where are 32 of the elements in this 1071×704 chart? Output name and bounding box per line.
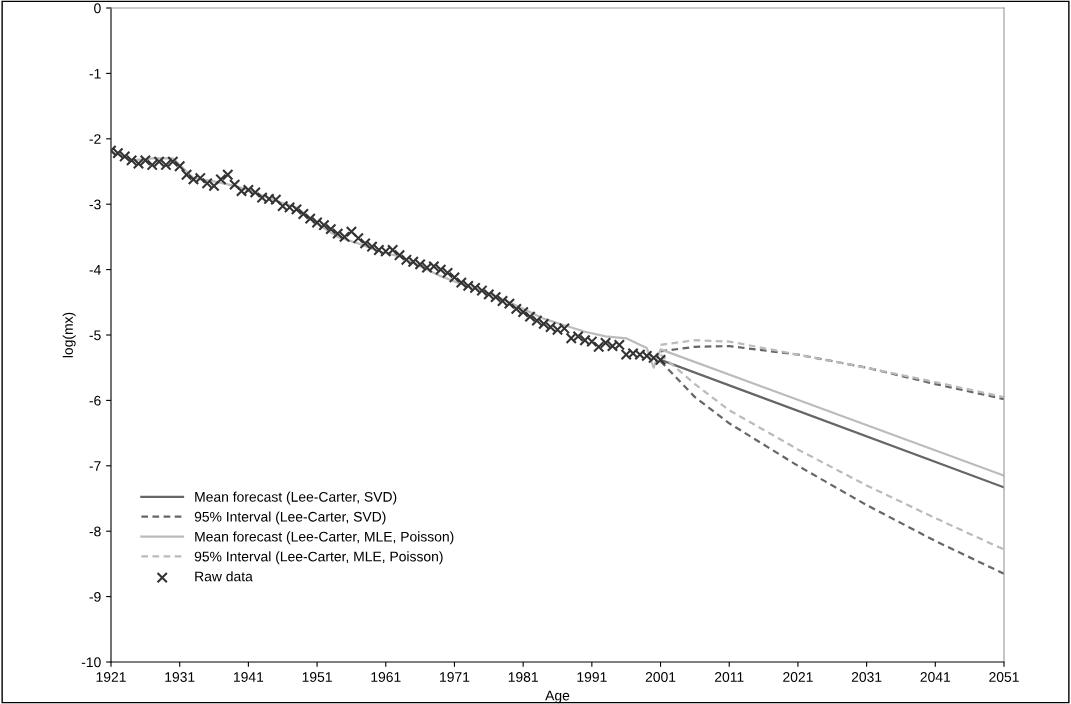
x-tick-label: 1921: [96, 672, 126, 682]
x-tick-label: 2041: [920, 672, 951, 682]
y-tick-label: -1: [89, 68, 101, 79]
x-tick-label: 1961: [371, 672, 401, 682]
legend-label: Mean forecast (Lee-Carter, MLE, Poisson): [195, 531, 454, 545]
x-tick-label: 2051: [989, 672, 1019, 682]
x-tick-label: 1941: [234, 672, 264, 682]
y-tick-label: -7: [89, 461, 101, 471]
x-tick-label: 1931: [165, 672, 195, 682]
x-tick-label: 2001: [645, 672, 676, 682]
y-tick-label: 0: [94, 3, 101, 14]
legend-label: Raw data: [195, 571, 253, 582]
legend-label: 95% Interval (Lee-Carter, SVD): [194, 511, 386, 525]
y-tick-label: -4: [89, 265, 101, 275]
x-tick-label: 2031: [851, 672, 882, 682]
x-tick-label: 1971: [440, 672, 470, 682]
y-tick-label: -2: [89, 134, 101, 144]
x-tick-label: 1951: [302, 672, 332, 682]
y-tick-label: -5: [89, 330, 101, 341]
y-tick-label: -3: [89, 199, 101, 210]
x-tick-label: 1981: [508, 672, 538, 682]
x-tick-label: 2011: [714, 672, 744, 682]
y-tick-label: -10: [81, 657, 101, 668]
legend-label: 95% Interval (Lee-Carter, MLE, Poisson): [194, 551, 443, 565]
x-axis-title: Age: [545, 690, 570, 704]
x-tick-label: 2021: [783, 672, 813, 682]
y-tick-label: -6: [89, 395, 101, 406]
x-tick-label: 1991: [577, 672, 607, 682]
legend-label: Mean forecast (Lee-Carter, SVD): [195, 491, 397, 505]
y-tick-label: -8: [89, 526, 101, 537]
y-axis-title: log(mx): [62, 312, 76, 358]
y-tick-label: -9: [89, 591, 101, 602]
